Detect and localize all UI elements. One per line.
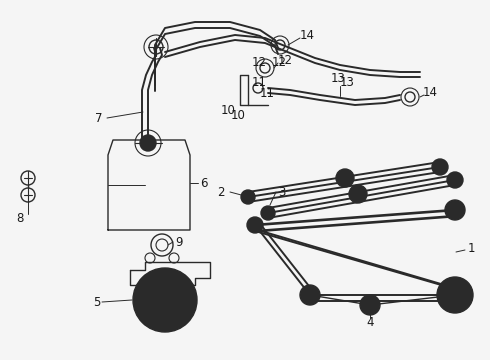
Text: 7: 7 — [95, 112, 102, 125]
Text: 11: 11 — [252, 76, 267, 89]
Circle shape — [300, 285, 320, 305]
Circle shape — [447, 172, 463, 188]
Text: 12: 12 — [272, 55, 287, 68]
Text: 6: 6 — [200, 176, 207, 189]
Circle shape — [336, 169, 354, 187]
Circle shape — [437, 277, 473, 313]
Circle shape — [140, 135, 156, 151]
Text: 13: 13 — [340, 76, 355, 89]
Text: 5: 5 — [93, 296, 100, 309]
Text: 2: 2 — [218, 185, 225, 198]
Text: 10: 10 — [220, 104, 235, 117]
Text: 12: 12 — [278, 54, 293, 67]
Circle shape — [349, 185, 367, 203]
Text: 14: 14 — [300, 28, 315, 41]
Circle shape — [432, 159, 448, 175]
Text: 3: 3 — [278, 185, 285, 198]
Text: 11: 11 — [260, 86, 275, 99]
Text: 1: 1 — [468, 242, 475, 255]
Circle shape — [261, 206, 275, 220]
Text: 8: 8 — [16, 212, 24, 225]
Text: 10: 10 — [231, 108, 245, 122]
Text: 4: 4 — [366, 316, 374, 329]
Circle shape — [133, 268, 197, 332]
Circle shape — [157, 292, 173, 308]
Circle shape — [247, 217, 263, 233]
Text: 12: 12 — [252, 55, 267, 68]
Circle shape — [360, 295, 380, 315]
Text: 13: 13 — [331, 72, 345, 85]
Circle shape — [241, 190, 255, 204]
Text: 9: 9 — [175, 235, 182, 248]
Circle shape — [445, 200, 465, 220]
Text: 14: 14 — [423, 86, 438, 99]
